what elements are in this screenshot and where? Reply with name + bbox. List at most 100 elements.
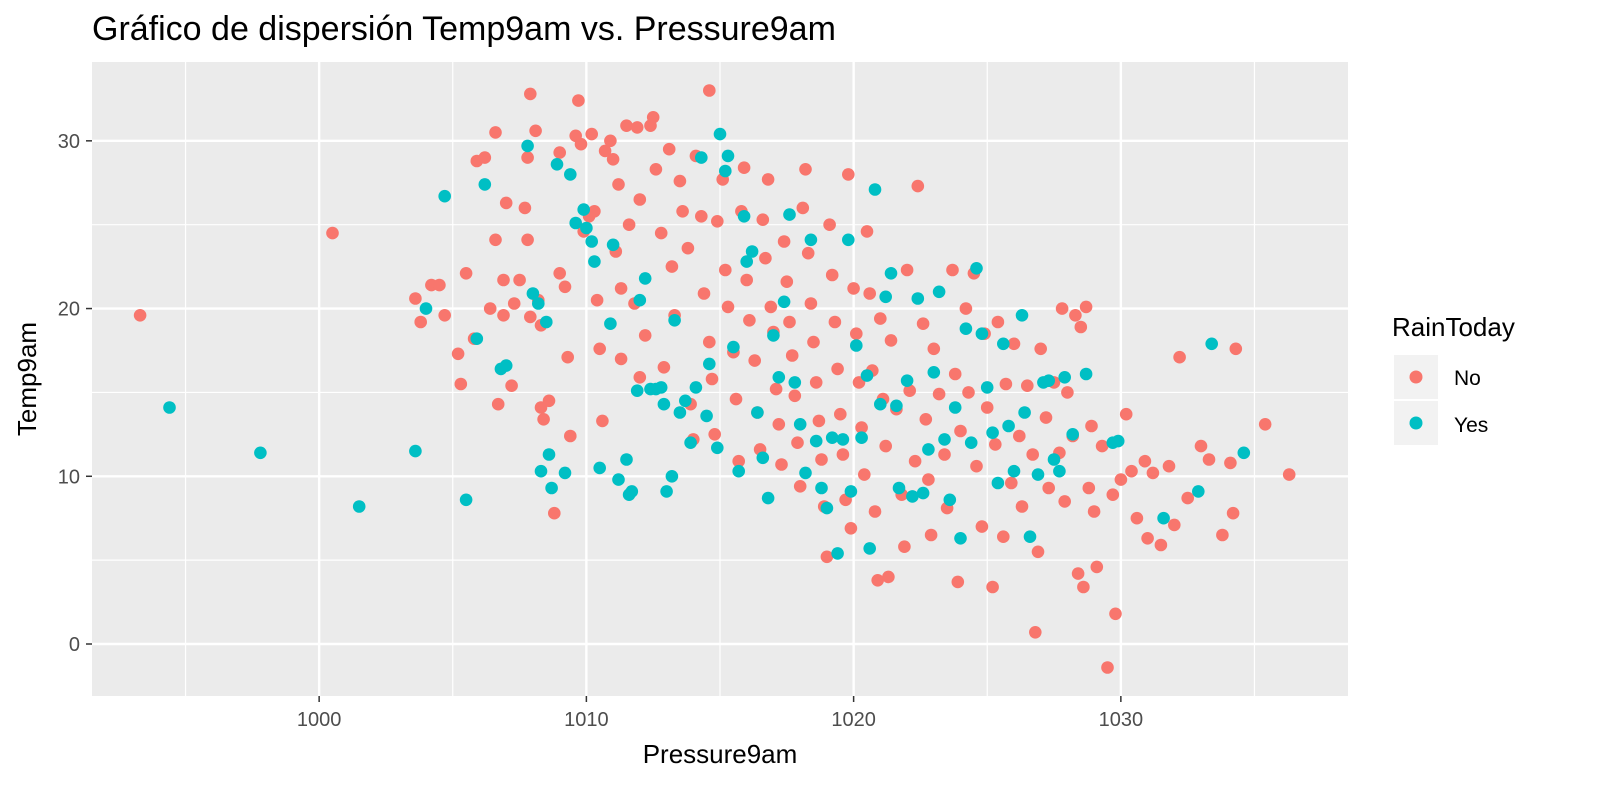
point-no — [1173, 350, 1186, 364]
point-yes — [948, 401, 962, 414]
point-no — [858, 468, 871, 481]
chart-title: Gráfico de dispersión Temp9am vs. Pressu… — [92, 10, 836, 48]
point-no — [548, 506, 561, 520]
point-no — [796, 201, 810, 215]
point-no — [598, 144, 612, 158]
point-yes — [585, 235, 598, 248]
point-no — [756, 213, 770, 226]
point-no — [459, 267, 473, 280]
point-no — [1007, 337, 1021, 351]
point-no — [801, 246, 815, 260]
point-yes — [665, 470, 679, 483]
point-no — [812, 414, 826, 428]
point-no — [1125, 464, 1138, 478]
point-yes — [825, 431, 839, 445]
point-no — [604, 134, 617, 148]
point-yes — [703, 357, 716, 371]
point-yes — [788, 376, 802, 389]
point-no — [633, 371, 647, 384]
point-yes — [620, 453, 633, 466]
point-yes — [727, 340, 740, 354]
point-yes — [569, 216, 582, 230]
point-no — [828, 315, 842, 329]
point-yes — [695, 151, 708, 164]
point-yes — [732, 464, 745, 478]
point-no — [505, 379, 518, 393]
point-yes — [761, 491, 775, 505]
point-yes — [1058, 371, 1071, 384]
point-no — [1061, 386, 1074, 399]
point-no — [1026, 448, 1039, 461]
point-no — [825, 268, 839, 282]
point-no — [882, 570, 895, 584]
point-no — [1085, 419, 1098, 433]
point-no — [620, 119, 633, 132]
point-yes — [938, 433, 951, 446]
point-yes — [545, 481, 558, 495]
x-tick-label: 1030 — [1099, 709, 1144, 731]
point-yes — [900, 374, 914, 388]
point-no — [836, 448, 850, 461]
point-no — [612, 178, 625, 191]
point-no — [518, 201, 532, 215]
point-no — [662, 142, 676, 156]
point-yes — [588, 255, 601, 268]
point-no — [521, 233, 534, 247]
point-no — [409, 292, 422, 305]
point-no — [1077, 580, 1090, 594]
point-no — [743, 314, 756, 327]
point-no — [900, 263, 914, 277]
point-no — [842, 168, 855, 181]
point-no — [489, 233, 502, 247]
point-no — [721, 300, 735, 314]
point-no — [1042, 481, 1055, 495]
point-no — [681, 241, 695, 255]
point-yes — [633, 293, 647, 307]
point-yes — [1053, 464, 1066, 478]
point-yes — [804, 233, 818, 247]
point-yes — [980, 381, 994, 394]
point-yes — [577, 203, 590, 216]
point-yes — [991, 476, 1005, 490]
legend-title: RainToday — [1392, 312, 1515, 342]
x-tick-label: 1010 — [564, 709, 609, 731]
point-yes — [751, 406, 764, 419]
point-no — [898, 540, 911, 553]
point-no — [561, 350, 574, 364]
point-no — [975, 520, 989, 533]
point-no — [868, 505, 882, 518]
point-no — [1087, 505, 1101, 518]
point-yes — [932, 285, 946, 299]
point-no — [948, 367, 962, 381]
point-no — [783, 315, 796, 329]
point-no — [1258, 418, 1272, 431]
point-no — [326, 226, 339, 240]
point-no — [785, 349, 799, 362]
point-no — [537, 413, 550, 426]
legend-key-no — [1409, 370, 1423, 384]
point-no — [1082, 481, 1096, 495]
point-no — [593, 342, 606, 356]
point-no — [564, 429, 577, 443]
point-yes — [1031, 468, 1045, 481]
y-tick-label: 20 — [58, 299, 80, 321]
point-yes — [721, 149, 735, 163]
point-yes — [470, 332, 484, 346]
point-no — [831, 362, 844, 376]
point-yes — [542, 448, 556, 461]
point-no — [780, 275, 794, 289]
point-no — [807, 335, 820, 349]
point-yes — [799, 466, 812, 480]
point-yes — [1047, 453, 1061, 466]
point-no — [1029, 626, 1042, 639]
point-yes — [975, 327, 989, 341]
point-yes — [352, 500, 366, 513]
point-no — [1055, 302, 1069, 315]
point-no — [855, 421, 868, 434]
point-yes — [1205, 337, 1218, 351]
point-no — [761, 173, 775, 186]
point-no — [1034, 342, 1047, 356]
legend-label-no: No — [1454, 367, 1481, 390]
point-yes — [986, 426, 999, 440]
point-no — [630, 121, 644, 134]
